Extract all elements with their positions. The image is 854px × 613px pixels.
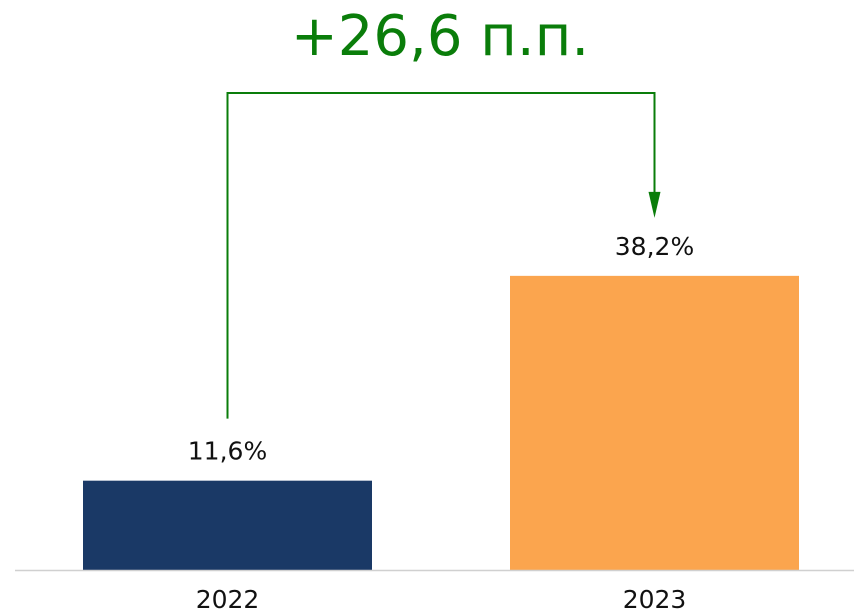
difference-arrowhead	[648, 191, 661, 218]
x-tick-label: 2023	[623, 585, 687, 613]
bar	[510, 275, 799, 570]
bar	[83, 480, 372, 570]
x-tick-label: 2022	[196, 585, 260, 613]
value-label: 11,6%	[188, 437, 267, 466]
difference-bracket	[226, 92, 656, 419]
value-label: 38,2%	[615, 232, 694, 261]
difference-annotation: +26,6 п.п.	[291, 4, 589, 69]
